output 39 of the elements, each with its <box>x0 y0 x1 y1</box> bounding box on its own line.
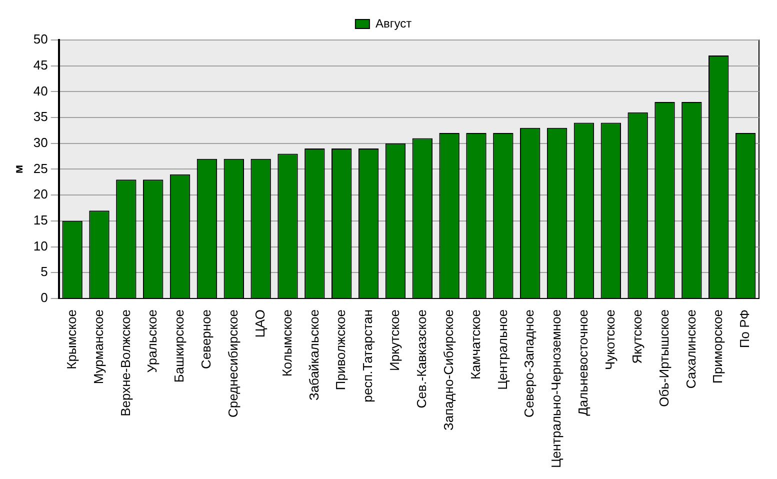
x-tick-label: Северо-Западное <box>522 309 537 418</box>
y-tick-label: 45 <box>33 57 48 72</box>
y-tick-label: 20 <box>33 186 48 202</box>
x-tick-label: Верхне-Волжское <box>118 309 133 416</box>
x-tick-label: Центрально-Черноземное <box>548 309 564 468</box>
x-tick-label: Западно-Сибирское <box>440 309 456 431</box>
x-tick-label: По РФ <box>737 309 752 348</box>
x-tick-label: Якутское <box>629 309 644 364</box>
x-tick-label: Северное <box>198 309 214 369</box>
x-tick-label: респ.Татарстан <box>360 309 376 402</box>
y-tick-label: 25 <box>33 160 48 176</box>
x-tick-label: Уральское <box>144 309 160 373</box>
y-tick-label: 0 <box>40 290 48 306</box>
x-tick-label: Чукотское <box>602 309 618 370</box>
x-tick-label: ЦАО <box>252 309 268 338</box>
x-tick-label: Дальневосточное <box>576 309 591 416</box>
x-tick-label: Иркутское <box>387 309 402 371</box>
x-tick-label: Сев.-Кавказское <box>414 309 429 408</box>
x-tick-label: Камчатское <box>468 309 483 380</box>
x-tick-label: Крымское <box>64 309 79 370</box>
y-tick-label: 50 <box>33 32 48 47</box>
y-tick-label: 40 <box>33 83 48 98</box>
x-tick-label: Мурманское <box>90 309 106 384</box>
x-tick-label: Сахалинское <box>683 309 698 389</box>
y-tick-label: 15 <box>33 212 48 228</box>
y-tick-label: 5 <box>40 264 48 280</box>
x-tick-label: Обь-Иртышское <box>656 309 672 407</box>
y-axis-title: м <box>12 164 26 174</box>
y-tick-label: 30 <box>33 134 48 150</box>
y-tick-label: 35 <box>33 109 48 124</box>
x-tick-label: Башкирское <box>172 309 187 383</box>
x-tick-label: Колымское <box>279 309 294 377</box>
legend-label: Август <box>375 16 412 30</box>
x-tick-label: Среднесибирское <box>225 309 240 418</box>
y-tick-label: 10 <box>33 238 48 254</box>
x-tick-label: Забайкальское <box>306 309 322 401</box>
x-tick-label: Приволжское <box>333 309 348 390</box>
x-tick-label: Приморское <box>710 309 726 384</box>
x-tick-label: Центральное <box>494 309 510 390</box>
